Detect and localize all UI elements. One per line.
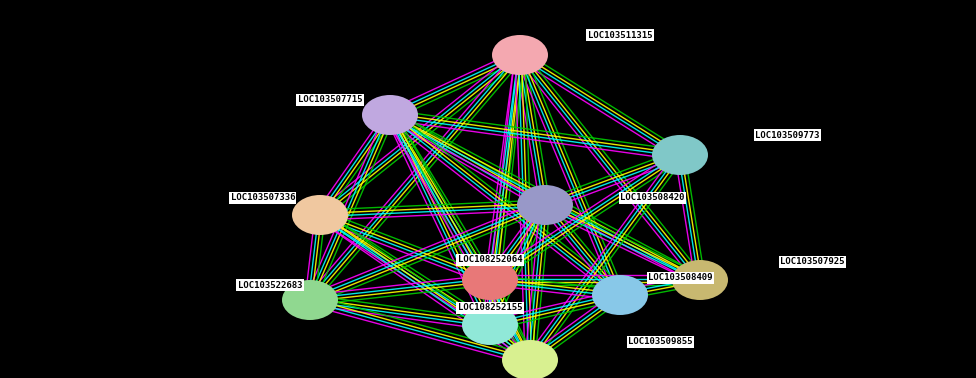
Ellipse shape: [462, 305, 518, 345]
Ellipse shape: [672, 260, 728, 300]
Ellipse shape: [362, 95, 418, 135]
Ellipse shape: [652, 135, 708, 175]
Ellipse shape: [282, 280, 338, 320]
Ellipse shape: [292, 195, 348, 235]
Text: LOC108252155: LOC108252155: [458, 304, 522, 313]
Ellipse shape: [502, 340, 558, 378]
Ellipse shape: [517, 185, 573, 225]
Text: LOC103508409: LOC103508409: [648, 274, 712, 282]
Ellipse shape: [592, 275, 648, 315]
Text: LOC103522683: LOC103522683: [238, 280, 303, 290]
Text: LOC103508420: LOC103508420: [620, 194, 684, 203]
Ellipse shape: [492, 35, 548, 75]
Text: LOC103509773: LOC103509773: [755, 130, 820, 139]
Text: LOC108252064: LOC108252064: [458, 256, 522, 265]
Text: LOC103507336: LOC103507336: [230, 194, 295, 203]
Text: LOC103507715: LOC103507715: [298, 96, 362, 104]
Text: LOC103509855: LOC103509855: [628, 338, 693, 347]
Text: LOC103507925: LOC103507925: [780, 257, 844, 266]
Text: LOC103511315: LOC103511315: [588, 31, 652, 39]
Ellipse shape: [462, 260, 518, 300]
